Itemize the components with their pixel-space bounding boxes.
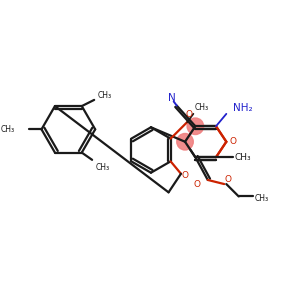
Text: O: O — [229, 137, 236, 146]
Text: CH₃: CH₃ — [194, 103, 209, 112]
Text: NH₂: NH₂ — [232, 103, 252, 113]
Circle shape — [177, 134, 193, 150]
Text: CH₃: CH₃ — [254, 194, 268, 203]
Text: N: N — [168, 93, 176, 103]
Text: CH₃: CH₃ — [95, 163, 110, 172]
Text: O: O — [225, 176, 232, 184]
Circle shape — [187, 118, 204, 134]
Text: CH₃: CH₃ — [1, 125, 15, 134]
Text: O: O — [194, 180, 201, 189]
Text: O: O — [182, 171, 189, 180]
Text: CH₃: CH₃ — [235, 153, 251, 162]
Text: O: O — [186, 110, 193, 119]
Text: CH₃: CH₃ — [98, 91, 112, 100]
